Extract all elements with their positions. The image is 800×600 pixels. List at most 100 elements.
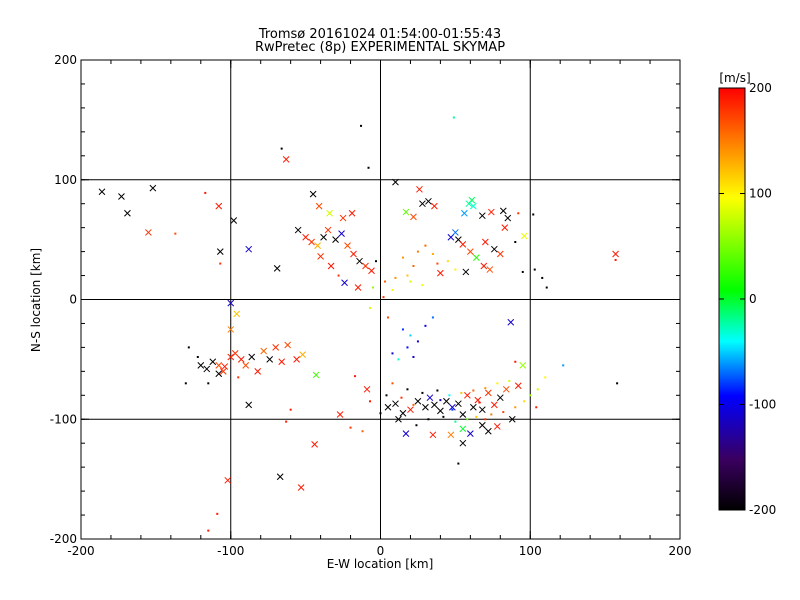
cross-stroke	[402, 208, 410, 216]
data-point-dot	[401, 256, 404, 259]
cross-stroke	[272, 344, 280, 351]
data-point-dot	[529, 394, 532, 397]
data-point-cross	[314, 242, 321, 249]
data-point-cross	[459, 411, 467, 418]
data-point-cross	[149, 184, 157, 192]
data-point-dot	[472, 389, 475, 392]
data-point-dot	[354, 375, 357, 378]
data-point-cross	[499, 207, 507, 215]
cross-stroke	[501, 224, 509, 232]
data-point-cross	[465, 200, 473, 208]
data-point-dot	[427, 418, 430, 421]
cross-stroke	[227, 299, 235, 307]
data-point-cross	[324, 226, 332, 234]
data-point-cross	[422, 403, 429, 411]
cross-stroke	[612, 250, 619, 258]
data-point-cross	[496, 394, 504, 402]
x-tick-label: -100	[217, 544, 244, 558]
x-tick-label: 0	[377, 544, 385, 558]
data-point-cross	[215, 362, 223, 369]
cross-stroke	[486, 266, 494, 273]
cross-stroke	[478, 406, 486, 414]
data-point-cross	[224, 476, 232, 484]
data-point-cross	[203, 365, 211, 373]
cross-stroke	[149, 184, 157, 192]
cross-stroke	[481, 238, 489, 246]
data-point-cross	[414, 397, 422, 405]
cross-stroke	[466, 248, 474, 255]
data-point-dot	[478, 401, 481, 404]
data-point-cross	[273, 265, 281, 272]
cross-stroke	[462, 268, 470, 276]
data-point-dot	[446, 260, 449, 263]
data-point-cross	[490, 401, 498, 409]
cross-stroke	[490, 245, 498, 253]
cross-stroke	[233, 310, 241, 318]
data-point-cross	[282, 156, 290, 163]
data-point-dot	[421, 284, 424, 287]
data-point-cross	[327, 262, 335, 270]
colorbar-ticks: 200 100 0 -100 -200	[719, 81, 776, 517]
data-point-cross	[332, 236, 339, 243]
cross-stroke	[338, 230, 345, 237]
data-point-dot	[442, 415, 445, 418]
data-point-dot	[454, 420, 457, 423]
data-point-dot	[391, 288, 394, 291]
data-point-dot	[412, 403, 415, 406]
data-point-dot	[421, 391, 424, 394]
data-point-cross	[431, 401, 438, 409]
cross-stroke	[422, 403, 429, 411]
cross-stroke	[499, 207, 507, 215]
data-point-dot	[439, 399, 442, 402]
colorbar-tick-label: -200	[749, 503, 776, 517]
cross-stroke	[242, 362, 250, 369]
data-point-cross	[459, 241, 467, 248]
cross-stroke	[459, 241, 467, 248]
cross-stroke	[455, 400, 462, 408]
data-point-cross	[416, 185, 423, 193]
data-point-cross	[466, 248, 474, 255]
data-point-cross	[245, 245, 253, 253]
data-point-cross	[368, 267, 375, 275]
data-point-cross	[356, 257, 363, 265]
cross-stroke	[395, 415, 402, 423]
data-point-cross	[520, 232, 528, 240]
cross-stroke	[145, 229, 152, 236]
cross-stroke	[124, 209, 131, 217]
cross-stroke	[297, 484, 305, 491]
cross-stroke	[508, 415, 516, 423]
cross-stroke	[478, 212, 486, 220]
colorbar: [m/s] 200 100 0 -100 -200	[718, 71, 776, 517]
x-tick-label: -200	[67, 544, 94, 558]
data-point-dot	[614, 258, 617, 261]
cross-stroke	[311, 441, 318, 448]
data-point-dot	[219, 262, 222, 265]
data-point-cross	[459, 439, 467, 447]
data-point-cross	[392, 400, 399, 408]
data-point-cross	[215, 202, 223, 210]
data-point-dot	[406, 388, 409, 391]
data-point-dot	[360, 124, 363, 127]
data-point-cross	[344, 242, 351, 249]
data-point-cross	[431, 202, 438, 210]
y-tick-label: 0	[69, 293, 77, 307]
cross-stroke	[402, 430, 410, 437]
cross-stroke	[514, 382, 522, 390]
data-point-dot	[349, 426, 352, 429]
cross-stroke	[98, 188, 106, 196]
cross-stroke	[215, 362, 223, 369]
data-point-dot	[196, 355, 199, 358]
data-point-cross	[312, 371, 320, 379]
data-point-dot	[204, 191, 207, 194]
cross-stroke	[461, 209, 468, 217]
cross-stroke	[309, 190, 317, 198]
cross-stroke	[324, 226, 332, 234]
data-point-cross	[233, 310, 241, 318]
colorbar-tick-label: 0	[749, 292, 757, 306]
data-point-cross	[469, 403, 477, 411]
data-point-cross	[284, 341, 292, 349]
data-point-cross	[449, 403, 456, 411]
data-point-cross	[452, 229, 459, 236]
cross-stroke	[502, 385, 510, 393]
data-point-dot	[216, 512, 219, 515]
